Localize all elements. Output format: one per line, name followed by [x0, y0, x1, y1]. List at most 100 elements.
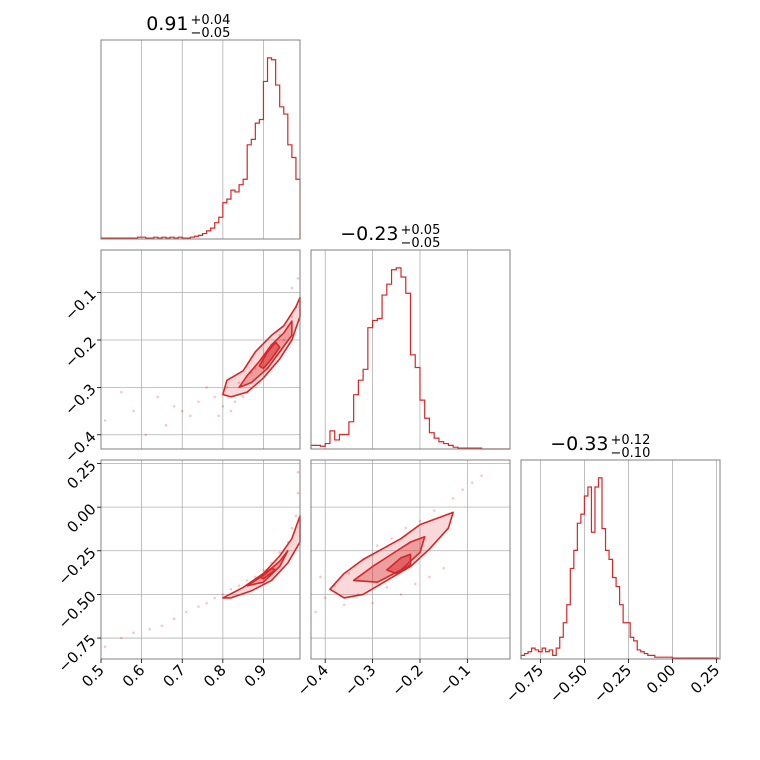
x-tick-label: −0.25 — [590, 661, 635, 706]
x-tick-label: −0.75 — [502, 661, 547, 706]
scatter-point — [148, 628, 152, 631]
scatter-point — [432, 509, 436, 512]
scatter-point — [290, 315, 294, 318]
scatter-point — [278, 551, 281, 554]
scatter-point — [323, 596, 327, 600]
panel-title-plus-1: +0.05 — [401, 223, 441, 238]
scatter-point — [294, 514, 298, 518]
scatter-point — [241, 395, 245, 399]
scatter-point — [442, 566, 445, 570]
scatter-point — [282, 338, 286, 342]
scatter-point — [245, 579, 249, 582]
panel-title-plus-2: +0.12 — [611, 433, 651, 448]
scatter-point — [213, 395, 217, 399]
contour-inner — [258, 567, 277, 580]
scatter-point — [254, 575, 257, 579]
scatter-point — [217, 414, 221, 418]
scatter-point — [399, 593, 403, 596]
y-tick-label: −0.4 — [61, 428, 99, 466]
panel-frame-0-2 — [100, 459, 301, 660]
scatter-point — [376, 544, 379, 547]
scatter-point — [296, 470, 300, 474]
scatter-point — [221, 593, 225, 596]
contour-outer — [222, 515, 301, 599]
x-tick-label: 0.8 — [200, 661, 230, 691]
scatter-point — [205, 601, 208, 605]
scatter-point — [296, 491, 300, 495]
scatter-point — [120, 636, 123, 640]
histogram-1 — [310, 267, 510, 450]
scatter-point — [205, 386, 208, 389]
panel-frame-1-1 — [310, 249, 511, 450]
scatter-point — [197, 400, 200, 403]
x-tick-label: 0.7 — [159, 661, 189, 691]
scatter-point — [480, 474, 483, 478]
panel-title-0: 0.91 — [146, 13, 188, 35]
x-tick-label: −0.2 — [388, 661, 426, 699]
panel-title-minus-0: −0.05 — [191, 26, 231, 41]
scatter-point — [385, 586, 389, 589]
scatter-point — [221, 405, 225, 408]
scatter-point — [404, 526, 408, 530]
scatter-point — [418, 519, 422, 523]
scatter-point — [314, 610, 318, 614]
contour-outer — [222, 296, 301, 398]
scatter-point — [184, 610, 188, 614]
y-tick-label: −0.2 — [61, 333, 99, 371]
panel-title-1: −0.23 — [340, 223, 398, 245]
scatter-point — [103, 645, 107, 649]
scatter-point — [237, 381, 241, 384]
panel-frame-0-0 — [100, 39, 301, 240]
contour-mid — [352, 536, 426, 583]
scatter-point — [470, 481, 474, 484]
histogram-0 — [100, 57, 301, 239]
scatter-point — [180, 409, 184, 413]
scatter-point — [347, 572, 351, 575]
y-tick-label: −0.50 — [54, 587, 99, 632]
panel-frame-1-2 — [310, 459, 511, 660]
scatter-point — [132, 409, 135, 413]
x-tick-label: 0.6 — [119, 661, 149, 691]
panel-title-plus-0: +0.04 — [191, 13, 231, 28]
scatter-point — [120, 390, 123, 394]
scatter-point — [164, 424, 168, 427]
panel-title-minus-2: −0.10 — [611, 446, 651, 461]
histogram-2 — [520, 477, 719, 659]
x-tick-label: −0.1 — [436, 661, 474, 699]
scatter-point — [428, 575, 431, 579]
panel-frame-2-2 — [520, 459, 721, 660]
scatter-point — [296, 277, 300, 280]
scatter-point — [144, 433, 147, 437]
y-tick-label: 0.00 — [63, 500, 99, 536]
x-tick-label: 0.00 — [643, 661, 679, 697]
y-tick-label: −0.3 — [61, 380, 99, 418]
contour-inner — [386, 553, 412, 575]
scatter-point — [172, 617, 176, 621]
scatter-point — [225, 386, 229, 389]
x-tick-label: −0.50 — [546, 661, 591, 706]
scatter-point — [371, 601, 374, 605]
x-tick-label: 0.9 — [241, 661, 271, 691]
panel-title-minus-1: −0.05 — [401, 236, 441, 251]
scatter-point — [172, 405, 176, 408]
x-tick-label: −0.3 — [341, 661, 379, 699]
contour-inner — [258, 341, 281, 370]
scatter-point — [262, 568, 265, 572]
scatter-point — [229, 409, 233, 413]
scatter-point — [390, 537, 393, 540]
scatter-point — [156, 395, 160, 399]
scatter-point — [103, 419, 107, 422]
scatter-point — [237, 584, 241, 587]
scatter-point — [229, 587, 233, 591]
scatter-point — [461, 488, 464, 491]
x-tick-label: −0.4 — [294, 661, 332, 699]
scatter-point — [451, 497, 455, 500]
scatter-point — [290, 526, 294, 530]
panel-frame-0-1 — [100, 249, 301, 450]
scatter-point — [197, 605, 200, 608]
scatter-point — [233, 400, 237, 403]
scatter-point — [132, 631, 135, 635]
x-tick-label: 0.25 — [687, 661, 723, 697]
scatter-point — [413, 582, 417, 586]
